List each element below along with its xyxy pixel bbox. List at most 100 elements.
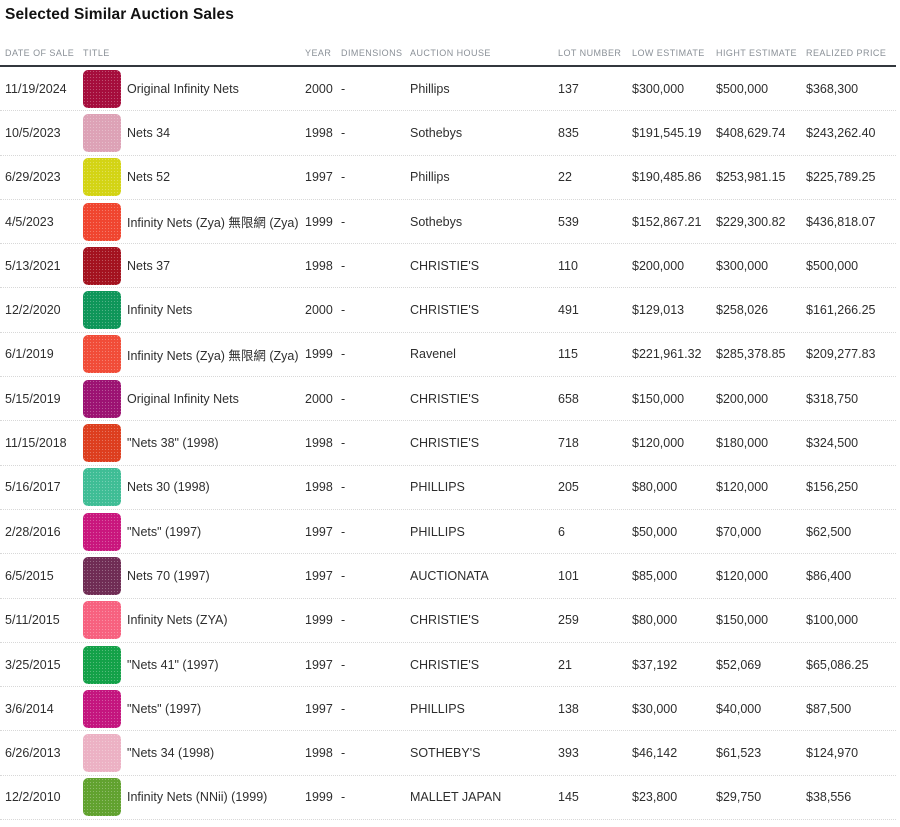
title-cell: Infinity Nets (ZYA) xyxy=(127,613,228,628)
artwork-thumbnail-cell xyxy=(83,202,127,241)
page-title: Selected Similar Auction Sales xyxy=(5,6,234,23)
high-estimate-cell: $61,523 xyxy=(716,746,762,761)
auction-house-cell: MALLET JAPAN xyxy=(410,790,502,805)
artwork-thumbnail xyxy=(83,335,121,374)
table-row: 3/25/2015 "Nets 41" (1997) 1997 - CHRIST… xyxy=(0,643,896,688)
artwork-thumbnail-cell xyxy=(83,512,127,551)
artwork-thumbnail-cell xyxy=(83,113,127,152)
artwork-thumbnail xyxy=(83,734,121,773)
low-estimate-cell: $80,000 xyxy=(632,613,678,628)
table-row: 6/29/2023 Nets 52 1997 - Phillips 22 $19… xyxy=(0,156,896,200)
title-cell: Nets 30 (1998) xyxy=(127,480,210,495)
artwork-thumbnail xyxy=(83,689,121,728)
realized-price-cell: $156,250 xyxy=(806,480,859,495)
dimensions-cell: - xyxy=(341,436,346,451)
realized-price-cell: $318,750 xyxy=(806,391,859,406)
lot-number-cell: 145 xyxy=(558,790,579,805)
column-header-date-of-sale: DATE OF SALE xyxy=(5,48,75,58)
high-estimate-cell: $120,000 xyxy=(716,480,769,495)
realized-price-cell: $209,277.83 xyxy=(806,347,876,362)
title-cell: "Nets 38" (1998) xyxy=(127,436,219,451)
table-row: 12/2/2010 Infinity Nets (NNii) (1999) 19… xyxy=(0,776,896,821)
table-row: 6/1/2019 Infinity Nets (Zya) 無限網 (Zya) 1… xyxy=(0,333,896,378)
date-of-sale-cell: 5/15/2019 xyxy=(5,391,61,406)
date-of-sale-cell: 6/1/2019 xyxy=(5,347,54,362)
table-row: 5/13/2021 Nets 37 1998 - CHRISTIE'S 110 … xyxy=(0,244,896,289)
realized-price-cell: $62,500 xyxy=(806,524,852,539)
date-of-sale-cell: 5/11/2015 xyxy=(5,613,60,628)
column-header-realized-price: REALIZED PRICE xyxy=(806,48,887,58)
column-header-low-estimate: LOW ESTIMATE xyxy=(632,48,705,58)
dimensions-cell: - xyxy=(341,391,346,406)
table-row: 3/6/2014 "Nets" (1997) 1997 - PHILLIPS 1… xyxy=(0,687,896,732)
low-estimate-cell: $46,142 xyxy=(632,746,678,761)
artwork-thumbnail-cell xyxy=(83,291,127,330)
realized-price-cell: $368,300 xyxy=(806,81,859,96)
title-cell: Infinity Nets xyxy=(127,303,193,318)
title-cell: "Nets" (1997) xyxy=(127,524,202,539)
dimensions-cell: - xyxy=(341,480,346,495)
column-header-lot-number: LOT NUMBER xyxy=(558,48,622,58)
date-of-sale-cell: 3/6/2014 xyxy=(5,701,54,716)
date-of-sale-cell: 11/15/2018 xyxy=(5,436,67,451)
low-estimate-cell: $37,192 xyxy=(632,657,678,672)
title-cell: Original Infinity Nets xyxy=(127,391,239,406)
year-cell: 1999 xyxy=(305,347,333,362)
low-estimate-cell: $85,000 xyxy=(632,568,678,583)
artwork-thumbnail xyxy=(83,246,121,285)
table-row: 10/5/2023 Nets 34 1998 - Sothebys 835 $1… xyxy=(0,111,896,156)
artwork-thumbnail-cell xyxy=(83,689,127,728)
auction-sales-table: DATE OF SALE TITLE YEAR DIMENSIONS AUCTION H… xyxy=(0,48,896,821)
low-estimate-cell: $200,000 xyxy=(632,258,685,273)
date-of-sale-cell: 3/25/2015 xyxy=(5,657,61,672)
year-cell: 1999 xyxy=(305,790,333,805)
year-cell: 1997 xyxy=(305,524,333,539)
date-of-sale-cell: 5/13/2021 xyxy=(5,258,61,273)
low-estimate-cell: $23,800 xyxy=(632,790,678,805)
high-estimate-cell: $70,000 xyxy=(716,524,762,539)
date-of-sale-cell: 2/28/2016 xyxy=(5,524,61,539)
artwork-thumbnail-cell xyxy=(83,601,127,640)
auction-house-cell: AUCTIONATA xyxy=(410,568,489,583)
high-estimate-cell: $408,629.74 xyxy=(716,125,786,140)
auction-house-cell: CHRISTIE'S xyxy=(410,436,480,451)
date-of-sale-cell: 12/2/2020 xyxy=(5,303,61,318)
low-estimate-cell: $221,961.32 xyxy=(632,347,702,362)
column-header-auction-house: AUCTION HOUSE xyxy=(410,48,491,58)
high-estimate-cell: $285,378.85 xyxy=(716,347,786,362)
lot-number-cell: 718 xyxy=(558,436,579,451)
lot-number-cell: 259 xyxy=(558,613,579,628)
date-of-sale-cell: 6/26/2013 xyxy=(5,746,61,761)
high-estimate-cell: $500,000 xyxy=(716,81,769,96)
year-cell: 1997 xyxy=(305,657,333,672)
realized-price-cell: $500,000 xyxy=(806,258,859,273)
realized-price-cell: $436,818.07 xyxy=(806,214,876,229)
year-cell: 1997 xyxy=(305,701,333,716)
lot-number-cell: 205 xyxy=(558,480,579,495)
dimensions-cell: - xyxy=(341,170,346,185)
auction-house-cell: Sothebys xyxy=(410,214,463,229)
table-row: 12/2/2020 Infinity Nets 2000 - CHRISTIE'… xyxy=(0,288,896,333)
year-cell: 1998 xyxy=(305,746,333,761)
year-cell: 1998 xyxy=(305,436,333,451)
artwork-thumbnail xyxy=(83,468,121,507)
title-cell: "Nets 34 (1998) xyxy=(127,746,215,761)
artwork-thumbnail-cell xyxy=(83,468,127,507)
auction-house-cell: Phillips xyxy=(410,170,450,185)
title-cell: "Nets 41" (1997) xyxy=(127,657,219,672)
column-header-title: TITLE xyxy=(83,48,110,58)
dimensions-cell: - xyxy=(341,214,346,229)
table-row: 4/5/2023 Infinity Nets (Zya) 無限網 (Zya) 1… xyxy=(0,200,896,245)
lot-number-cell: 491 xyxy=(558,303,579,318)
low-estimate-cell: $80,000 xyxy=(632,480,678,495)
table-row: 6/26/2013 "Nets 34 (1998) 1998 - SOTHEBY… xyxy=(0,731,896,776)
realized-price-cell: $38,556 xyxy=(806,790,852,805)
lot-number-cell: 21 xyxy=(558,657,572,672)
year-cell: 1997 xyxy=(305,568,333,583)
auction-house-cell: CHRISTIE'S xyxy=(410,613,480,628)
artwork-thumbnail xyxy=(83,512,121,551)
auction-house-cell: Phillips xyxy=(410,81,450,96)
auction-house-cell: CHRISTIE'S xyxy=(410,391,480,406)
year-cell: 1999 xyxy=(305,214,333,229)
title-cell: Infinity Nets (NNii) (1999) xyxy=(127,790,268,805)
